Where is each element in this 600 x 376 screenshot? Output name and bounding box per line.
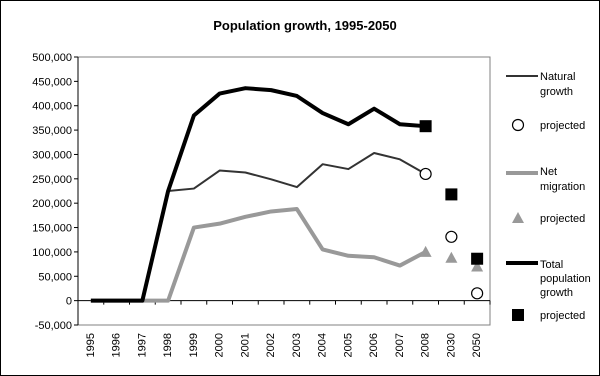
x-tick-label: 1997 xyxy=(136,333,148,357)
series-lines xyxy=(90,86,427,303)
x-tick-label: 2050 xyxy=(471,333,483,357)
y-tick-label: 450,000 xyxy=(32,76,72,88)
x-tick-label: 2008 xyxy=(420,333,432,357)
legend-marker-0 xyxy=(511,118,525,132)
series-line-2 xyxy=(90,86,426,303)
y-tick-label: 200,000 xyxy=(32,198,72,210)
x-tick-label: 2030 xyxy=(445,333,457,357)
projected-marker-0 xyxy=(419,167,432,181)
y-tick-label: 300,000 xyxy=(32,149,72,161)
projected-marker-0 xyxy=(445,230,458,243)
legend-projected-label-0: projected xyxy=(540,120,585,132)
y-tick-label: 500,000 xyxy=(32,52,72,64)
legend-projected-label-2: projected xyxy=(540,310,585,322)
projected-marker-2 xyxy=(471,252,484,265)
x-tick-label: 2006 xyxy=(368,333,380,357)
projected-marker-1 xyxy=(471,260,484,272)
projected-markers xyxy=(419,120,484,300)
chart-title: Population growth, 1995-2050 xyxy=(213,18,397,33)
legend-marker-2 xyxy=(512,309,524,321)
x-tick-label: 1998 xyxy=(162,333,174,357)
plot-area xyxy=(77,56,491,326)
x-tick-label: 1995 xyxy=(85,333,97,357)
x-tick-label: 1999 xyxy=(188,333,200,357)
x-tick-label: 2005 xyxy=(342,333,354,357)
legend: Natural growth projected Net migration projec… xyxy=(506,71,591,322)
projected-marker-2 xyxy=(419,120,432,133)
x-tick-label: 2000 xyxy=(214,333,226,357)
x-tick-label: 1996 xyxy=(111,333,123,357)
legend-label-0: Natural growth xyxy=(540,71,575,98)
y-tick-label: 0 xyxy=(66,296,72,308)
y-axis: -50,000 0 50,000 100,000 150,000 200,000 250,0… xyxy=(32,52,79,332)
x-tick-label: 2007 xyxy=(394,333,406,357)
series-line-1 xyxy=(90,207,427,303)
y-tick-label: -50,000 xyxy=(35,320,72,332)
x-tick-label: 2002 xyxy=(265,333,277,357)
legend-label-1: Net migration xyxy=(540,166,585,193)
y-tick-label: 100,000 xyxy=(32,247,72,259)
projected-marker-0 xyxy=(471,287,484,300)
projected-marker-1 xyxy=(445,251,458,263)
x-tick-label: 2003 xyxy=(291,333,303,357)
projected-marker-2 xyxy=(445,188,458,201)
y-tick-label: 400,000 xyxy=(32,101,72,113)
legend-projected-label-1: projected xyxy=(540,213,585,225)
projected-marker-1 xyxy=(419,245,432,257)
y-tick-label: 250,000 xyxy=(32,174,72,186)
y-tick-label: 350,000 xyxy=(32,125,72,137)
x-tick-label: 2004 xyxy=(317,333,329,357)
x-tick-label: 2001 xyxy=(239,333,251,357)
y-tick-label: 50,000 xyxy=(38,271,72,283)
legend-label-2: Total population growth xyxy=(540,259,591,299)
legend-marker-1 xyxy=(512,212,524,223)
y-tick-label: 150,000 xyxy=(32,223,72,235)
